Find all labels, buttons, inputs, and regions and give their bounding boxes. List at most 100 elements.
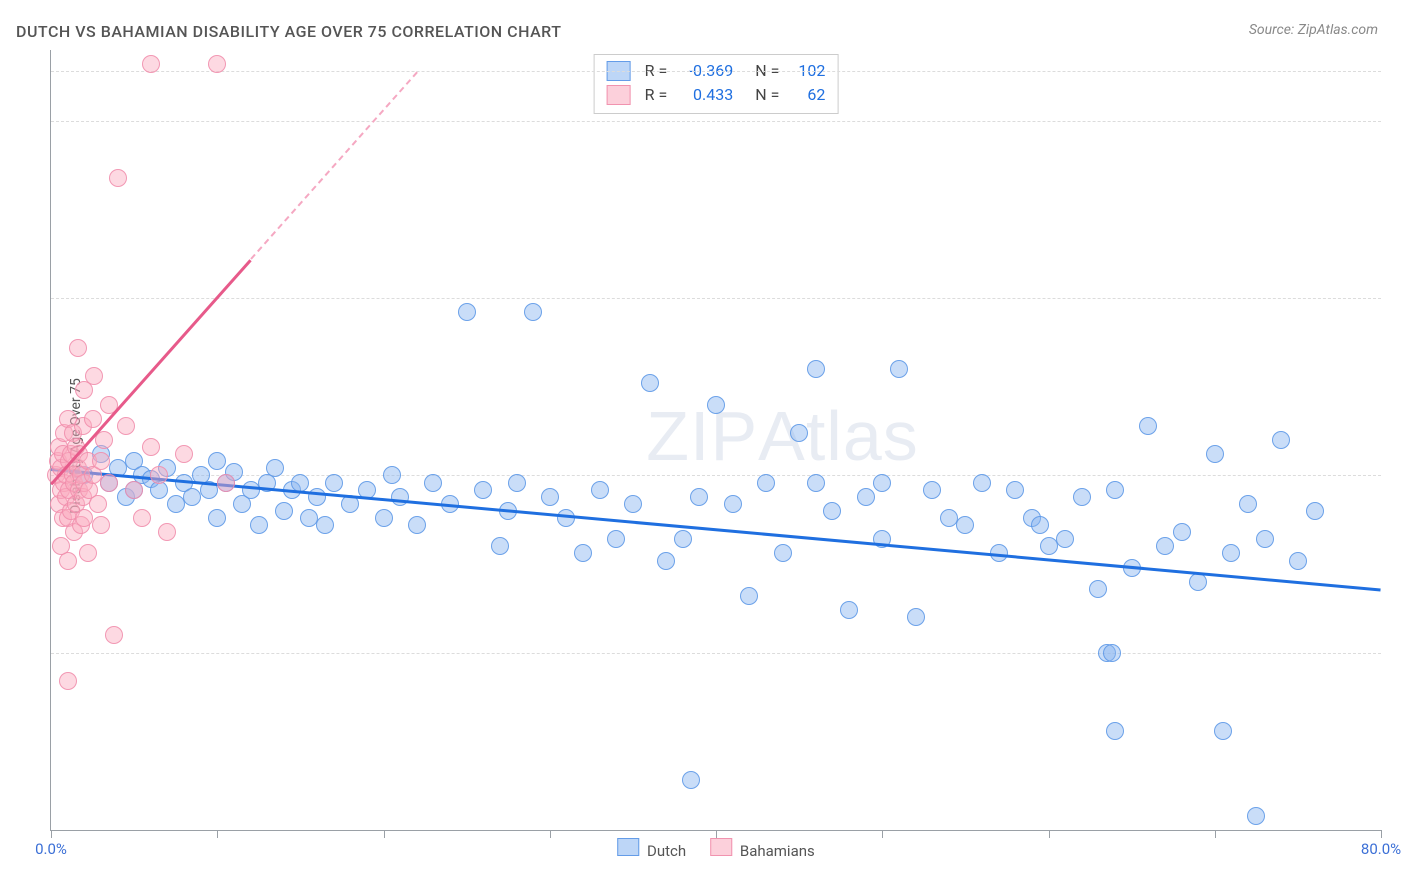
data-point — [973, 474, 991, 492]
data-point — [158, 523, 176, 541]
data-point — [109, 169, 127, 187]
x-tick — [716, 830, 717, 838]
stats-row: R = 0.433 N = 62 — [607, 83, 826, 107]
x-tick — [1049, 830, 1050, 838]
chart-title: DUTCH VS BAHAMIAN DISABILITY AGE OVER 75… — [16, 22, 561, 41]
x-tick — [1215, 830, 1216, 838]
data-point — [807, 474, 825, 492]
data-point — [142, 438, 160, 456]
swatch-icon — [710, 838, 732, 856]
x-tick — [882, 830, 883, 838]
data-point — [242, 481, 260, 499]
data-point — [690, 488, 708, 506]
data-point — [217, 474, 235, 492]
data-point — [92, 516, 110, 534]
data-point — [624, 495, 642, 513]
data-point — [300, 509, 318, 527]
data-point — [1031, 516, 1049, 534]
data-point — [1073, 488, 1091, 506]
data-point — [840, 601, 858, 619]
gridline — [51, 653, 1381, 654]
data-point — [95, 431, 113, 449]
data-point — [707, 396, 725, 414]
data-point — [724, 495, 742, 513]
data-point — [1289, 552, 1307, 570]
data-point — [607, 530, 625, 548]
trend-line — [250, 72, 418, 260]
y-tick-label: 100.0% — [1396, 112, 1406, 130]
data-point — [52, 537, 70, 555]
data-point — [100, 474, 118, 492]
data-point — [1173, 523, 1191, 541]
watermark-thin: Atlas — [758, 397, 919, 475]
data-point — [391, 488, 409, 506]
data-point — [1247, 807, 1265, 825]
data-point — [125, 481, 143, 499]
data-point — [591, 481, 609, 499]
data-point — [59, 672, 77, 690]
swatch-icon — [617, 838, 639, 856]
data-point — [907, 608, 925, 626]
data-point — [308, 488, 326, 506]
gridline — [51, 121, 1381, 122]
data-point — [774, 544, 792, 562]
source-prefix: Source: — [1249, 22, 1298, 38]
data-point — [183, 488, 201, 506]
x-tick — [550, 830, 551, 838]
data-point — [1040, 537, 1058, 555]
data-point — [266, 459, 284, 477]
data-point — [208, 55, 226, 73]
y-tick-label: 50.0% — [1396, 466, 1406, 484]
data-point — [250, 516, 268, 534]
data-point — [1256, 530, 1274, 548]
data-point — [491, 537, 509, 555]
data-point — [474, 481, 492, 499]
data-point — [325, 474, 343, 492]
data-point — [1056, 530, 1074, 548]
data-point — [657, 552, 675, 570]
legend-item: Dutch — [617, 838, 686, 860]
data-point — [1239, 495, 1257, 513]
data-point — [940, 509, 958, 527]
watermark: ZIPAtlas — [646, 396, 919, 476]
data-point — [1272, 431, 1290, 449]
data-point — [1106, 481, 1124, 499]
data-point — [89, 495, 107, 513]
data-point — [1006, 481, 1024, 499]
correlation-stats-box: R = -0.369 N = 102 R = 0.433 N = 62 — [594, 54, 839, 114]
legend-label: Dutch — [647, 842, 686, 860]
data-point — [873, 474, 891, 492]
data-point — [740, 587, 758, 605]
x-tick-label: 80.0% — [1361, 840, 1401, 858]
data-point — [117, 417, 135, 435]
legend-label: Bahamians — [740, 842, 815, 860]
data-point — [823, 502, 841, 520]
stat-value-n: 62 — [789, 83, 825, 107]
data-point — [574, 544, 592, 562]
data-point — [175, 445, 193, 463]
data-point — [424, 474, 442, 492]
swatch-icon — [607, 85, 631, 105]
data-point — [1103, 644, 1121, 662]
data-point — [641, 374, 659, 392]
gridline — [51, 71, 1381, 72]
data-point — [208, 509, 226, 527]
data-point — [807, 360, 825, 378]
data-point — [85, 367, 103, 385]
data-point — [956, 516, 974, 534]
data-point — [557, 509, 575, 527]
x-tick — [217, 830, 218, 838]
data-point — [458, 303, 476, 321]
data-point — [1089, 580, 1107, 598]
data-point — [291, 474, 309, 492]
data-point — [375, 509, 393, 527]
data-point — [1214, 722, 1232, 740]
data-point — [1106, 722, 1124, 740]
data-point — [508, 474, 526, 492]
scatter-plot-area: ZIPAtlas R = -0.369 N = 102 R = 0.433 N … — [50, 50, 1381, 831]
data-point — [84, 410, 102, 428]
data-point — [1306, 502, 1324, 520]
data-point — [316, 516, 334, 534]
stat-label-r: R = — [645, 83, 668, 107]
data-point — [923, 481, 941, 499]
